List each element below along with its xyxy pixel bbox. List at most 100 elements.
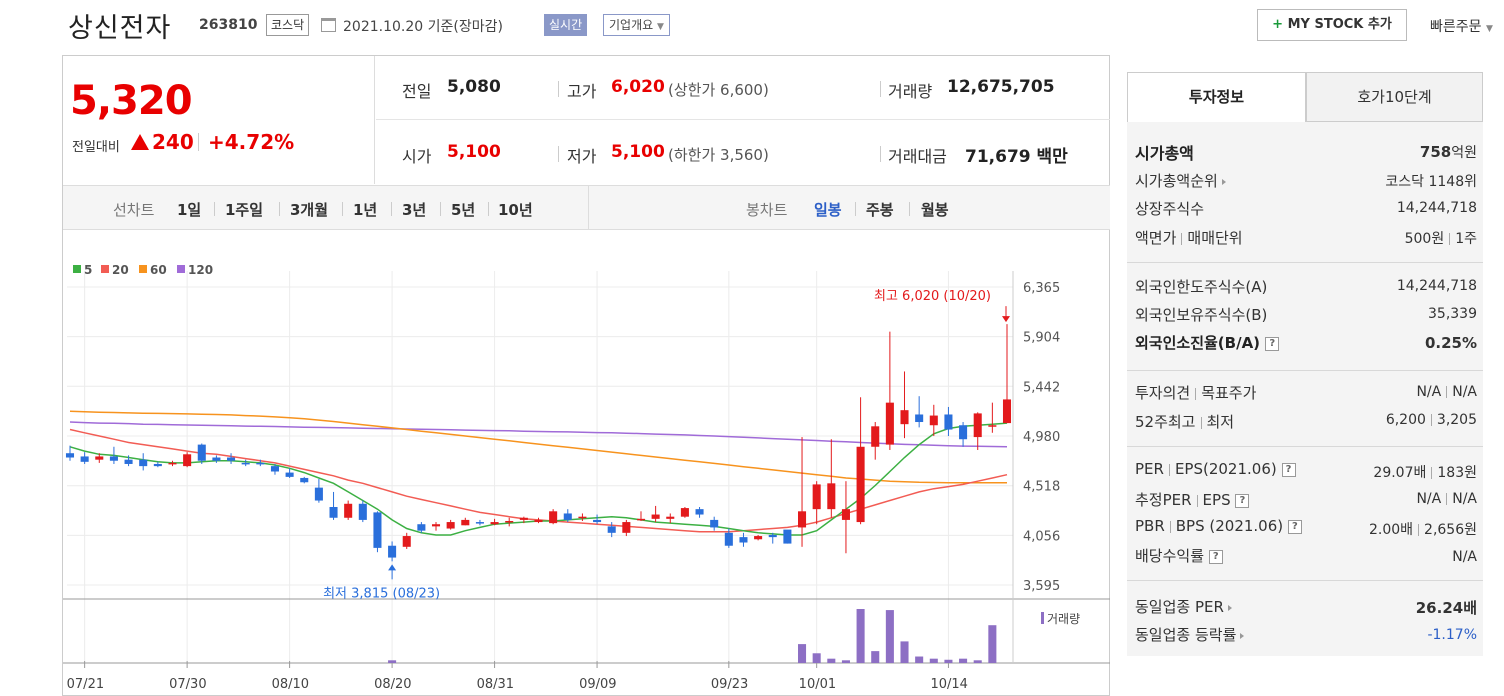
target-price: N/A bbox=[1452, 384, 1477, 400]
candle-body bbox=[578, 516, 587, 519]
upper-limit: (상한가 6,600) bbox=[668, 81, 769, 99]
sector-rate-label[interactable]: 동일업종 등락률 bbox=[1135, 624, 1245, 645]
lower-limit: (하한가 3,560) bbox=[668, 146, 769, 164]
market-cap-label: 시가총액 bbox=[1135, 144, 1194, 163]
candle-body bbox=[885, 402, 894, 445]
legend-label: 60 bbox=[150, 263, 167, 277]
tab-1y[interactable]: 1년 bbox=[353, 201, 378, 219]
plus-icon: + bbox=[1272, 17, 1284, 32]
est-eps-number: N/A bbox=[1452, 491, 1477, 507]
candle-body bbox=[988, 425, 997, 427]
help-icon[interactable]: ? bbox=[1235, 493, 1250, 508]
candle-body bbox=[563, 513, 572, 520]
company-overview-button[interactable]: 기업개요 ▼ bbox=[603, 14, 670, 36]
min-annotation: 최저 3,815 (08/23) bbox=[323, 586, 440, 601]
candle-body bbox=[431, 524, 441, 527]
candle-body bbox=[344, 503, 353, 518]
prev-close-value: 5,080 bbox=[447, 77, 501, 97]
divider bbox=[1449, 233, 1451, 245]
candle-body bbox=[65, 453, 75, 458]
divider bbox=[342, 202, 343, 216]
divider bbox=[440, 202, 441, 216]
tab-10y[interactable]: 10년 bbox=[498, 201, 533, 219]
amount-number: 71,679 bbox=[965, 147, 1031, 167]
foreign-limit-value: 14,244,718 bbox=[1396, 278, 1477, 294]
est-per-label-b: EPS bbox=[1202, 491, 1231, 509]
candle-body bbox=[534, 519, 543, 523]
help-icon[interactable]: ? bbox=[1287, 519, 1302, 534]
help-icon[interactable]: ? bbox=[1281, 462, 1296, 477]
candle-body bbox=[505, 520, 514, 523]
quick-order-button[interactable]: 빠른주문 ▼ bbox=[1430, 16, 1493, 36]
sector-per-label[interactable]: 동일업종 PER bbox=[1135, 596, 1232, 617]
est-per-label: 추정PER EPS ? bbox=[1135, 489, 1250, 510]
candle-body bbox=[95, 456, 104, 460]
tab-3m[interactable]: 3개월 bbox=[290, 201, 329, 219]
realtime-button[interactable]: 실시간 bbox=[544, 14, 588, 36]
open-label: 시가 bbox=[402, 147, 432, 166]
candle-body bbox=[461, 519, 470, 526]
volume-legend-swatch bbox=[1041, 612, 1044, 624]
mystock-add-button[interactable]: + MY STOCK 추가 bbox=[1257, 9, 1407, 41]
chevron-down-icon: ▼ bbox=[657, 22, 664, 32]
tab-1d[interactable]: 1일 bbox=[177, 201, 202, 219]
candle-body bbox=[314, 487, 323, 501]
pbr-label: PBR BPS (2021.06) ? bbox=[1135, 517, 1302, 535]
week52-label-b: 최저 bbox=[1206, 413, 1235, 431]
cap-rank-label[interactable]: 시가총액순위 bbox=[1135, 170, 1226, 191]
tab-monthly[interactable]: 월봉 bbox=[921, 201, 949, 219]
legend-label: 20 bbox=[112, 263, 129, 277]
tab-weekly[interactable]: 주봉 bbox=[866, 201, 894, 219]
volume-legend-label: 거래량 bbox=[1047, 612, 1080, 626]
candle-body bbox=[973, 413, 982, 438]
tab-5y[interactable]: 5년 bbox=[451, 201, 476, 219]
tab-daily[interactable]: 일봉 bbox=[814, 201, 842, 219]
divider bbox=[1168, 463, 1170, 476]
amount-label: 거래대금 bbox=[888, 147, 947, 166]
volume-bar bbox=[885, 610, 894, 663]
volume-bar bbox=[388, 660, 397, 663]
trade-unit-value: 1주 bbox=[1455, 231, 1477, 247]
candle-body bbox=[695, 509, 704, 515]
candle-body bbox=[256, 462, 265, 465]
tab-1w[interactable]: 1주일 bbox=[225, 201, 264, 219]
tab-order-book[interactable]: 호가10단계 bbox=[1306, 72, 1483, 122]
legend-swatch bbox=[73, 265, 81, 273]
stock-code: 263810 bbox=[199, 17, 258, 33]
per-value: 29.07배 183원 bbox=[1317, 462, 1477, 482]
min-arrow-head bbox=[388, 564, 397, 571]
chart-tab-bar bbox=[63, 185, 1110, 230]
volume-value: 12,675,705 bbox=[947, 77, 1055, 97]
tab-investment-info[interactable]: 투자정보 bbox=[1127, 72, 1306, 122]
price-box bbox=[63, 56, 375, 184]
candle-body bbox=[388, 545, 397, 558]
help-icon[interactable]: ? bbox=[1265, 336, 1280, 351]
x-tick-label: 08/20 bbox=[374, 677, 411, 692]
candle-body bbox=[417, 524, 426, 531]
opinion-text: N/A bbox=[1416, 384, 1442, 400]
divider bbox=[1446, 386, 1448, 398]
face-value-label: 액면가 매매단위 bbox=[1135, 227, 1243, 248]
cap-rank-value: 코스닥 1148위 bbox=[1385, 174, 1477, 190]
candle-body bbox=[739, 537, 748, 543]
shares-value: 14,244,718 bbox=[1396, 200, 1477, 216]
volume-bar bbox=[856, 609, 865, 663]
candle-body bbox=[227, 457, 236, 461]
volume-bar bbox=[973, 660, 982, 663]
candle-body bbox=[680, 508, 689, 517]
candle-body bbox=[329, 507, 338, 518]
help-icon[interactable]: ? bbox=[1208, 549, 1223, 564]
candle-body bbox=[900, 410, 909, 425]
candle-body bbox=[490, 522, 499, 525]
candle-body bbox=[212, 457, 221, 461]
est-per-label-a: 추정PER bbox=[1135, 491, 1192, 509]
caret-right-icon bbox=[1240, 632, 1245, 639]
tab-3y[interactable]: 3년 bbox=[402, 201, 427, 219]
candle-body bbox=[768, 534, 777, 538]
candle-body bbox=[197, 444, 206, 461]
volume-bar bbox=[812, 653, 821, 663]
divider bbox=[214, 202, 215, 216]
volume-bar bbox=[929, 658, 938, 663]
open-value: 5,100 bbox=[447, 142, 501, 162]
x-tick-label: 09/09 bbox=[579, 677, 616, 692]
